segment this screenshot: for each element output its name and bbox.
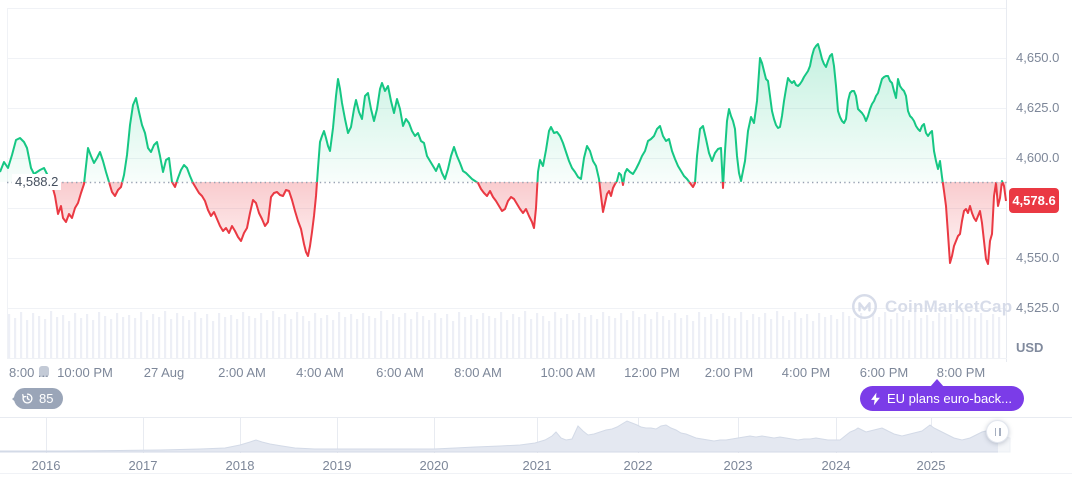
x-axis-label: 8:00 ...: [9, 365, 49, 380]
timeline-year-label: 2019: [322, 458, 352, 473]
baseline-price-label: 4,588.2: [12, 174, 62, 190]
x-axis-label: 4:00 AM: [296, 365, 344, 380]
history-badge[interactable]: 85: [11, 388, 64, 409]
current-price-badge: 4,578.6: [1009, 188, 1059, 213]
x-axis-label: 6:00 AM: [376, 365, 424, 380]
x-axis-label: 10:00 PM: [57, 365, 113, 380]
x-axis-label: 12:00 PM: [624, 365, 680, 380]
timeline-year-label: 2021: [522, 458, 552, 473]
price-line-down: [49, 182, 1007, 265]
x-axis-label: 10:00 AM: [540, 365, 596, 380]
y-axis-label: 4,525.0: [1016, 300, 1060, 315]
timeline-year-label: 2022: [623, 458, 653, 473]
price-line-up: [0, 43, 1004, 182]
lightning-icon: [871, 392, 880, 405]
timeline-year-label: 2023: [723, 458, 753, 473]
x-axis-label: 8:00 AM: [454, 365, 502, 380]
axis-label-chip: [39, 366, 49, 377]
currency-label: USD: [1016, 340, 1044, 355]
timeline-year-label: 2024: [821, 458, 851, 473]
history-count: 85: [39, 391, 54, 406]
timeline-year-label: 2017: [128, 458, 158, 473]
coinmarketcap-logo-icon: [852, 294, 877, 319]
price-area-up: [0, 44, 1006, 182]
history-clock-icon: [22, 393, 33, 404]
timeline-year-labels: 2016 2017 2018 2019 2020 2021 2022 2023 2024 2025: [0, 458, 1072, 474]
coinmarketcap-watermark: CoinMarketCap: [851, 293, 1012, 320]
x-axis: 8:00 ... 10:00 PM 27 Aug 2:00 AM 4:00 AM 6:00…: [0, 365, 1010, 381]
timeline-year-label: 2025: [916, 458, 946, 473]
y-axis-label: 4,625.0: [1016, 100, 1060, 115]
x-axis-label: 27 Aug: [143, 365, 185, 380]
timeline-year-label: 2020: [419, 458, 449, 473]
volume-bars: [8, 311, 1001, 358]
x-axis-label: 2:00 AM: [218, 365, 266, 380]
timeline-handle[interactable]: [986, 420, 1009, 443]
watermark-text: CoinMarketCap: [885, 296, 1013, 316]
y-axis-label: 4,650.0: [1016, 50, 1060, 65]
x-axis-label: 6:00 PM: [859, 365, 909, 380]
news-annotation-pill[interactable]: EU plans euro-back...: [860, 379, 1025, 411]
y-axis-label: 4,600.0: [1016, 150, 1060, 165]
price-chart-canvas[interactable]: [0, 0, 1008, 362]
news-pill-text: EU plans euro-back...: [887, 391, 1013, 406]
x-axis-label: 4:00 PM: [781, 365, 831, 380]
timeline-year-label: 2018: [225, 458, 255, 473]
x-axis-label: 8:00 PM: [936, 365, 986, 380]
timeline-year-label: 2016: [31, 458, 61, 473]
y-axis-label: 4,550.0: [1016, 250, 1060, 265]
x-axis-label: 2:00 PM: [704, 365, 754, 380]
timeline-area: [0, 420, 1011, 453]
